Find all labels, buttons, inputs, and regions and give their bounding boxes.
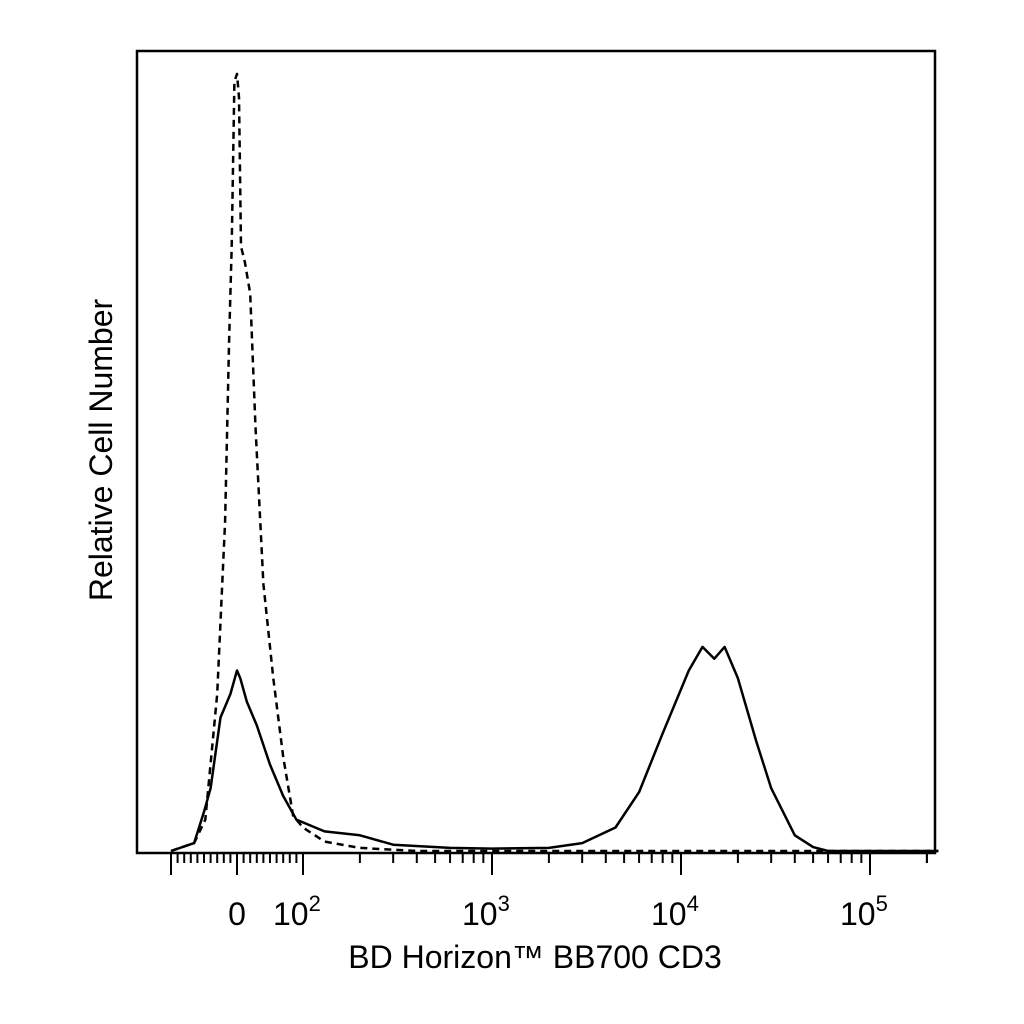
tick-label-0: 0: [228, 896, 246, 932]
solid-histogram-line: [170, 645, 939, 853]
x-axis-ticks: [170, 853, 928, 875]
x-axis-label: BD Horizon™ BB700 CD3: [348, 939, 721, 975]
tick-label-base: 0: [228, 896, 246, 932]
plot-frame: [135, 49, 937, 855]
tick-label-exponent: 4: [687, 891, 699, 916]
tick-label-base: 10: [840, 896, 876, 932]
y-axis-label: Relative Cell Number: [83, 298, 119, 601]
tick-label-base: 10: [273, 896, 309, 932]
x-axis-tick-labels: 0 102 103 104 105: [228, 891, 888, 932]
tick-label-3: 104: [651, 891, 699, 932]
tick-label-4: 105: [840, 891, 888, 932]
tick-label-exponent: 5: [876, 891, 888, 916]
histogram-series: [170, 72, 939, 853]
tick-label-2: 103: [462, 891, 510, 932]
tick-label-base: 10: [651, 896, 687, 932]
tick-label-exponent: 2: [309, 891, 321, 916]
dashed-histogram-line: [170, 72, 939, 853]
axes-frame: [135, 49, 937, 855]
tick-label-exponent: 3: [498, 891, 510, 916]
tick-label-1: 102: [273, 891, 321, 932]
tick-label-base: 10: [462, 896, 498, 932]
